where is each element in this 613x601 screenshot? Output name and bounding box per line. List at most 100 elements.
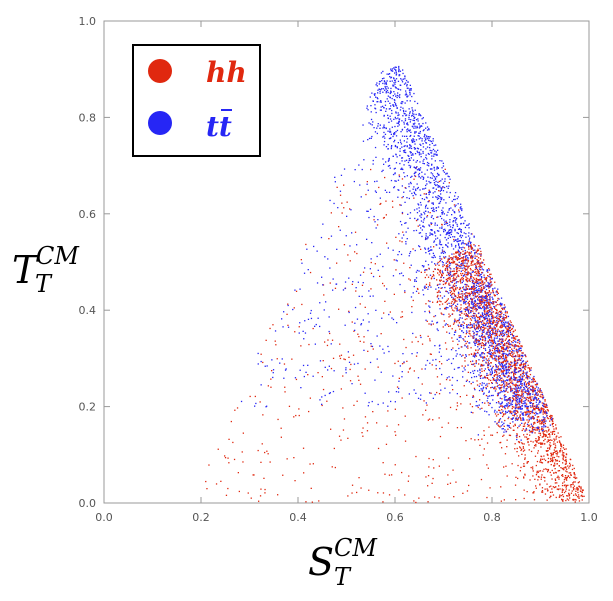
point-hh (438, 290, 440, 292)
point-tt (513, 411, 515, 413)
point-tt (413, 147, 415, 149)
point-tt (440, 193, 442, 195)
point-tt (301, 262, 303, 264)
point-tt (522, 370, 524, 372)
point-tt (391, 112, 393, 115)
point-tt (487, 286, 489, 288)
point-tt (464, 308, 466, 311)
point-tt (486, 372, 488, 375)
point-tt (459, 335, 462, 337)
point-tt (483, 364, 485, 366)
point-tt (508, 353, 510, 355)
point-hh (485, 277, 487, 279)
point-hh (309, 397, 311, 399)
point-tt (479, 316, 481, 318)
point-hh (508, 354, 510, 356)
point-hh (484, 340, 486, 342)
point-hh (499, 333, 502, 335)
point-hh (551, 422, 554, 425)
point-tt (420, 216, 422, 219)
point-hh (511, 406, 514, 408)
point-hh (524, 363, 526, 365)
point-tt (452, 248, 455, 250)
point-hh (556, 460, 559, 462)
point-hh (508, 399, 510, 401)
point-hh (266, 450, 268, 452)
point-tt (394, 101, 396, 103)
point-hh (485, 303, 487, 306)
point-hh (561, 491, 563, 493)
point-tt (461, 330, 463, 332)
point-tt (513, 379, 516, 381)
point-tt (427, 201, 429, 203)
point-hh (494, 347, 496, 350)
point-hh (555, 428, 557, 430)
point-tt (483, 392, 485, 394)
point-hh (516, 410, 518, 412)
point-tt (321, 396, 323, 398)
point-tt (457, 243, 460, 245)
point-hh (384, 300, 386, 302)
point-hh (481, 261, 483, 263)
point-hh (539, 442, 541, 444)
point-hh (541, 442, 544, 444)
point-tt (489, 337, 491, 339)
point-hh (490, 273, 492, 275)
point-tt (422, 176, 425, 178)
point-hh (361, 284, 364, 286)
point-hh (399, 204, 401, 206)
point-hh (475, 310, 477, 312)
point-tt (496, 293, 498, 296)
point-tt (448, 208, 450, 210)
point-hh (269, 327, 271, 330)
point-hh (553, 486, 556, 489)
point-tt (482, 393, 485, 395)
point-tt (495, 323, 497, 326)
point-hh (527, 416, 529, 418)
point-tt (453, 217, 455, 219)
point-tt (433, 144, 435, 147)
point-hh (269, 461, 271, 463)
point-tt (521, 390, 523, 392)
point-hh (519, 379, 521, 381)
point-tt (389, 118, 392, 120)
point-hh (508, 362, 510, 365)
point-hh (488, 299, 490, 301)
point-hh (505, 359, 508, 361)
point-hh (535, 474, 538, 476)
point-tt (354, 169, 356, 171)
point-tt (412, 332, 414, 335)
point-hh (523, 397, 525, 399)
point-hh (370, 345, 372, 347)
point-tt (409, 121, 411, 123)
point-tt (376, 180, 378, 182)
point-hh (537, 452, 539, 454)
point-tt (409, 251, 412, 253)
point-tt (418, 138, 420, 140)
point-hh (441, 303, 444, 305)
point-hh (465, 276, 467, 278)
point-tt (429, 362, 431, 364)
point-hh (324, 341, 326, 343)
point-hh (260, 461, 262, 463)
point-hh (547, 433, 550, 435)
point-tt (526, 376, 528, 378)
point-tt (491, 386, 493, 388)
point-hh (505, 465, 507, 467)
point-hh (496, 379, 498, 381)
point-tt (446, 291, 448, 293)
point-tt (502, 357, 504, 359)
point-tt (436, 263, 439, 265)
point-hh (565, 462, 567, 464)
point-tt (414, 143, 416, 145)
point-hh (475, 252, 477, 254)
point-hh (550, 457, 552, 460)
point-hh (331, 339, 334, 341)
point-hh (496, 330, 499, 332)
point-hh (499, 409, 501, 412)
point-hh (513, 358, 516, 360)
point-hh (302, 447, 305, 449)
point-tt (377, 403, 379, 406)
point-hh (457, 252, 459, 254)
point-tt (369, 295, 371, 297)
